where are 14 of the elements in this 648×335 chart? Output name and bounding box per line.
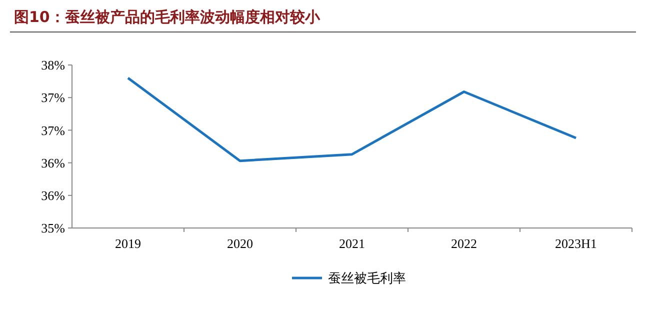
x-tick-label: 2020 bbox=[227, 236, 253, 251]
x-tick-label: 2023H1 bbox=[555, 236, 597, 251]
y-tick-label: 36% bbox=[41, 155, 66, 170]
y-tick-label: 37% bbox=[41, 90, 66, 106]
x-tick-label: 2022 bbox=[451, 236, 477, 251]
chart-title: 图10：蚕丝被产品的毛利率波动幅度相对较小 bbox=[14, 8, 321, 26]
x-tick-label: 2021 bbox=[339, 236, 365, 251]
y-tick-label: 37% bbox=[41, 122, 66, 138]
line-series bbox=[126, 76, 578, 162]
y-tick-label: 38% bbox=[41, 58, 66, 73]
y-tick-label: 36% bbox=[41, 188, 66, 203]
y-tick-label: 35% bbox=[41, 220, 66, 236]
x-tick-label: 2019 bbox=[115, 236, 141, 251]
legend-label: 蚕丝被毛利率 bbox=[328, 270, 406, 287]
